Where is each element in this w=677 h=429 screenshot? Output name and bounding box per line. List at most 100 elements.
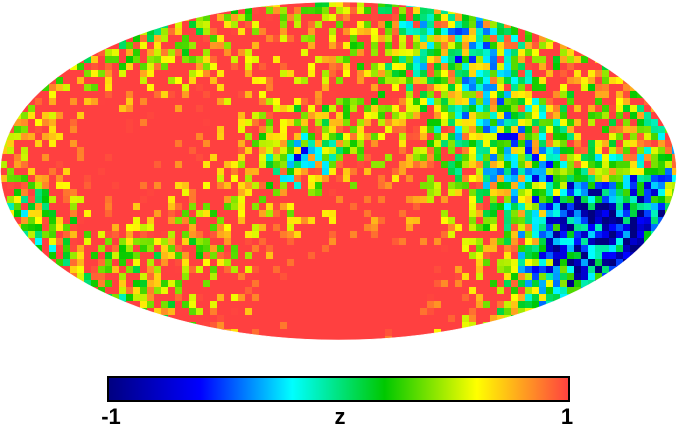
map-cell [154, 217, 162, 225]
map-cell [588, 245, 596, 253]
map-cell [532, 70, 540, 78]
map-cell [511, 42, 519, 50]
map-cell [203, 133, 211, 141]
map-cell [518, 175, 526, 183]
map-cell [343, 238, 351, 246]
map-cell [259, 77, 267, 85]
map-cell [518, 168, 526, 176]
map-cell [112, 287, 120, 295]
map-cell [427, 182, 435, 190]
map-cell [287, 56, 295, 64]
map-cell [483, 14, 491, 22]
map-cell [616, 245, 624, 253]
map-cell [161, 245, 169, 253]
map-cell [252, 252, 260, 260]
map-cell [35, 238, 43, 246]
map-cell [490, 161, 498, 169]
map-cell [245, 91, 253, 99]
map-cell [105, 224, 113, 232]
map-cell [385, 224, 393, 232]
map-cell [119, 133, 127, 141]
map-cell [315, 182, 323, 190]
map-cell [385, 231, 393, 239]
map-cell [371, 224, 379, 232]
map-cell [385, 217, 393, 225]
map-cell [658, 182, 666, 190]
map-cell [224, 175, 232, 183]
map-cell [266, 224, 274, 232]
map-cell [567, 273, 575, 281]
map-cell [364, 56, 372, 64]
map-cell [42, 126, 50, 134]
map-cell [371, 315, 379, 323]
map-cell [441, 161, 449, 169]
map-cell [154, 42, 162, 50]
map-cell [448, 42, 456, 50]
map-cell [301, 161, 309, 169]
map-cell [546, 161, 554, 169]
map-cell [238, 217, 246, 225]
map-cell [588, 133, 596, 141]
map-cell [427, 189, 435, 197]
map-cell [574, 161, 582, 169]
map-cell [252, 21, 260, 29]
map-cell [7, 189, 15, 197]
map-cell [98, 133, 106, 141]
map-cell [357, 63, 365, 71]
map-cell [91, 84, 99, 92]
map-cell [455, 301, 463, 309]
map-cell [357, 42, 365, 50]
map-cell [315, 252, 323, 260]
map-cell [567, 182, 575, 190]
map-cell [84, 252, 92, 260]
map-cell [560, 56, 568, 64]
map-cell [329, 49, 337, 57]
map-cell [63, 84, 71, 92]
map-cell [63, 63, 71, 71]
map-cell [490, 189, 498, 197]
map-cell [315, 280, 323, 288]
map-cell [560, 98, 568, 106]
map-cell [595, 98, 603, 106]
map-cell [210, 42, 218, 50]
map-cell [651, 203, 659, 211]
map-cell [287, 42, 295, 50]
map-cell [322, 98, 330, 106]
map-cell [364, 147, 372, 155]
map-cell [231, 308, 239, 316]
map-cell [196, 231, 204, 239]
map-cell [406, 126, 414, 134]
map-cell [455, 35, 463, 43]
map-cell [14, 217, 22, 225]
map-cell [504, 126, 512, 134]
map-cell [231, 259, 239, 267]
map-cell [336, 315, 344, 323]
map-cell [532, 301, 540, 309]
map-cell [560, 252, 568, 260]
map-cell [546, 287, 554, 295]
map-cell [266, 42, 274, 50]
map-cell [259, 252, 267, 260]
map-cell [364, 161, 372, 169]
map-cell [140, 294, 148, 302]
map-cell [77, 91, 85, 99]
map-cell [133, 126, 141, 134]
map-cell [98, 252, 106, 260]
map-cell [210, 28, 218, 36]
map-cell [98, 91, 106, 99]
map-cell [336, 294, 344, 302]
map-cell [70, 105, 78, 113]
map-cell [140, 217, 148, 225]
map-cell [378, 231, 386, 239]
map-cell [252, 154, 260, 162]
map-cell [322, 259, 330, 267]
map-cell [371, 84, 379, 92]
map-cell [462, 217, 470, 225]
map-cell [196, 77, 204, 85]
map-cell [462, 140, 470, 148]
map-cell [504, 196, 512, 204]
map-cell [553, 266, 561, 274]
map-cell [588, 140, 596, 148]
map-cell [140, 91, 148, 99]
map-cell [63, 126, 71, 134]
